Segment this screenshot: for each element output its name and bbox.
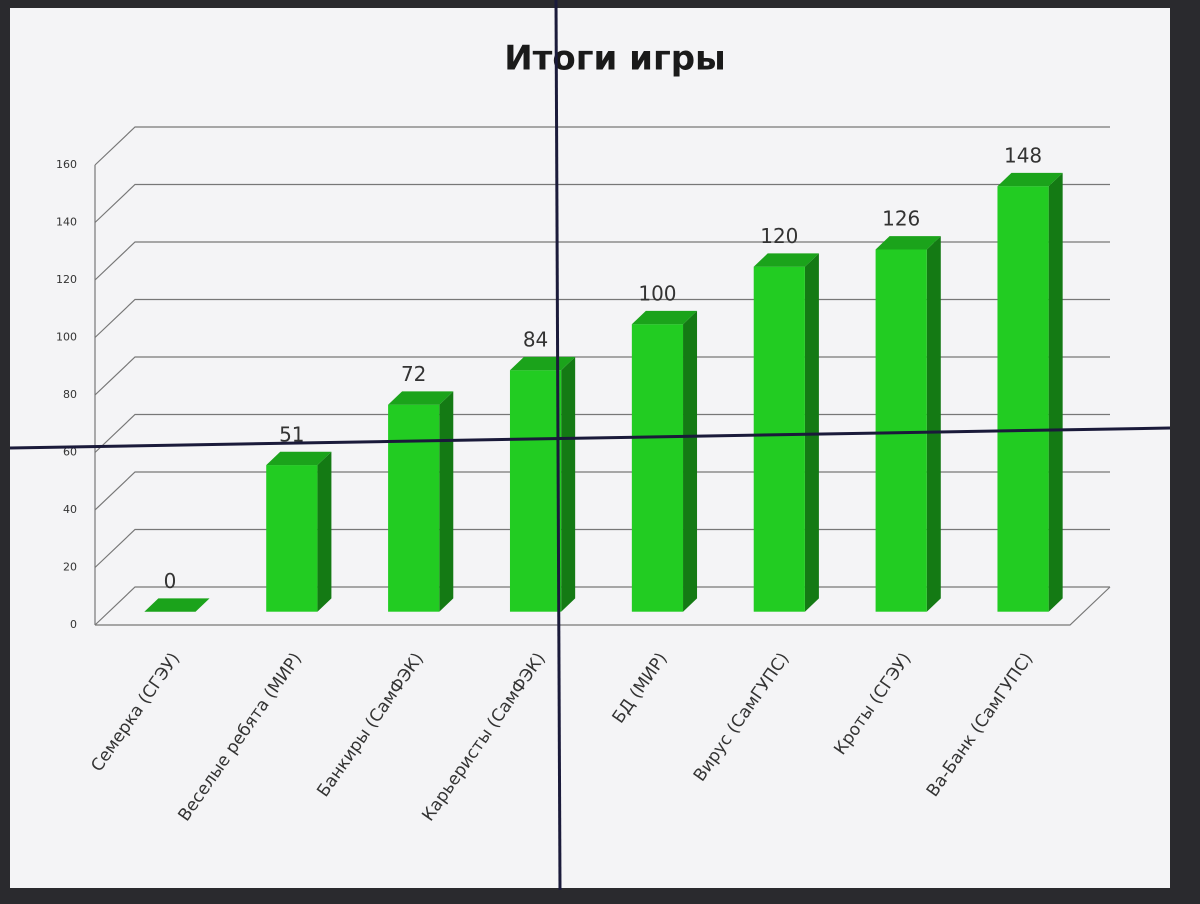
grid-line bbox=[94, 126, 1110, 166]
bar-top bbox=[875, 236, 941, 250]
y-tick-label: 160 bbox=[56, 158, 77, 171]
bar-front bbox=[875, 249, 927, 612]
bar-top bbox=[631, 310, 698, 325]
bar bbox=[997, 172, 1063, 612]
bar bbox=[875, 236, 941, 612]
chart-title: Итоги игры bbox=[504, 39, 726, 79]
y-tick-label: 20 bbox=[63, 561, 77, 574]
value-label: 72 bbox=[401, 362, 426, 386]
bar bbox=[388, 391, 454, 612]
value-label: 148 bbox=[1004, 143, 1042, 167]
value-label: 84 bbox=[523, 327, 548, 351]
screen-seam bbox=[554, 0, 562, 891]
y-tick-label: 100 bbox=[56, 331, 77, 344]
y-tick-label: 80 bbox=[63, 388, 77, 401]
bar-side bbox=[683, 310, 698, 612]
y-tick-label: 40 bbox=[63, 503, 77, 516]
value-label: 0 bbox=[164, 569, 177, 593]
bar bbox=[631, 310, 698, 612]
bar-front bbox=[266, 465, 318, 612]
bar-front bbox=[509, 370, 562, 612]
bar-side bbox=[926, 236, 941, 612]
y-tick-label: 0 bbox=[70, 618, 77, 631]
bar-front bbox=[753, 266, 805, 612]
bar-top bbox=[997, 172, 1063, 187]
bar bbox=[753, 253, 819, 612]
value-label: 126 bbox=[882, 207, 920, 231]
bar-top bbox=[266, 451, 332, 466]
bar bbox=[509, 356, 576, 612]
bar-top bbox=[388, 391, 454, 405]
bar-front bbox=[631, 324, 684, 612]
bar-side bbox=[317, 451, 332, 612]
bar-front bbox=[388, 404, 440, 612]
bar-side bbox=[1048, 172, 1063, 612]
screen bbox=[10, 8, 1170, 888]
bar-front bbox=[997, 186, 1049, 612]
bar-top bbox=[753, 253, 819, 267]
value-label: 100 bbox=[638, 281, 676, 305]
y-tick-label: 120 bbox=[56, 273, 77, 286]
bar-side bbox=[804, 253, 819, 612]
grid-line bbox=[94, 183, 1110, 223]
bar bbox=[144, 598, 210, 612]
bar bbox=[266, 451, 332, 612]
y-tick-label: 140 bbox=[56, 216, 77, 229]
bar-side bbox=[561, 356, 576, 612]
grid-line bbox=[94, 241, 1110, 281]
y-tick-label: 60 bbox=[63, 446, 77, 459]
screen-seam bbox=[9, 426, 1171, 450]
bar-top bbox=[144, 598, 210, 612]
bar-side bbox=[439, 391, 454, 612]
floor bbox=[95, 586, 1111, 626]
value-label: 120 bbox=[760, 224, 798, 248]
